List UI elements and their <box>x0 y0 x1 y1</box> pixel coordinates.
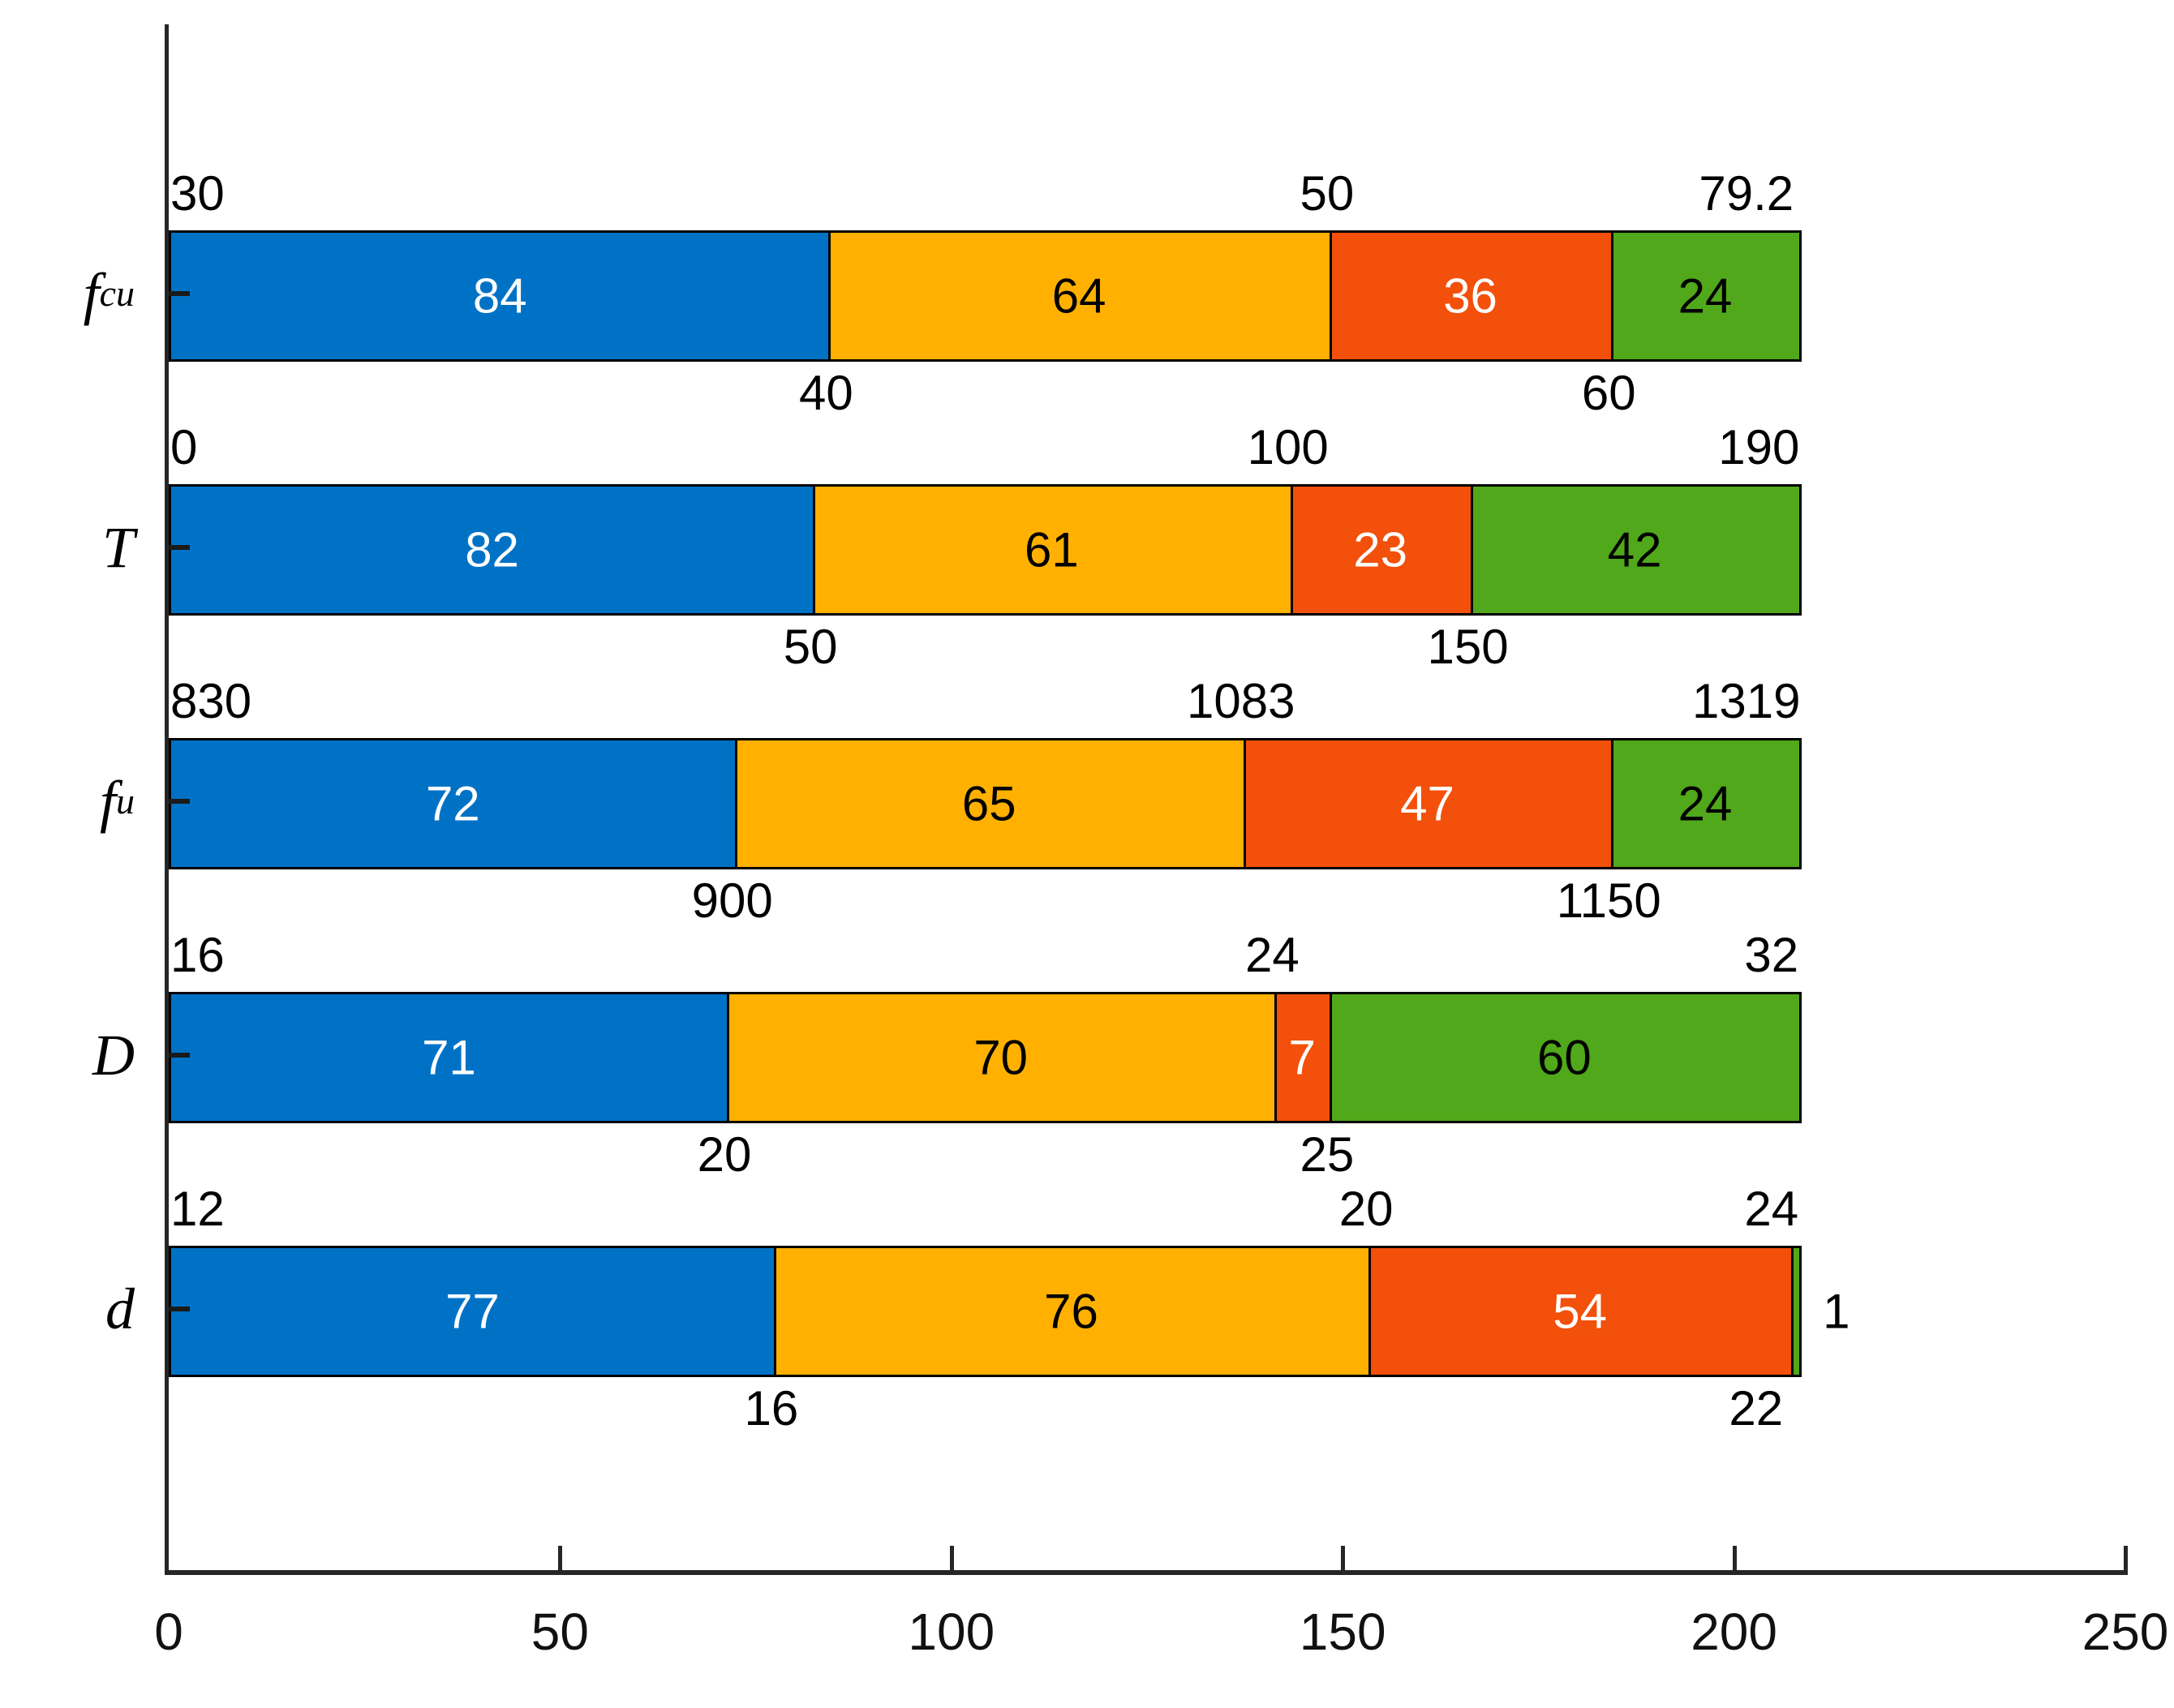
segment-value-label: 23 <box>1353 522 1407 577</box>
x-tick <box>2124 1546 2128 1570</box>
segment-value-label: 24 <box>1678 776 1733 831</box>
bar-segment <box>1274 994 1330 1121</box>
threshold-label: 100 <box>1247 420 1329 474</box>
y-tick-dash <box>169 1307 190 1311</box>
bar-segment <box>734 740 1244 867</box>
bar-segment <box>171 233 829 359</box>
bar-segment <box>171 487 814 613</box>
row-label: T <box>101 514 135 580</box>
threshold-label-max: 32 <box>1744 928 1799 982</box>
bar-row: 72 65 47 24 <box>169 738 1802 869</box>
threshold-label-min: 830 <box>170 674 252 728</box>
threshold-label: 150 <box>1427 620 1509 674</box>
threshold-label: 1150 <box>1556 873 1661 928</box>
x-tick-label: 50 <box>531 1603 589 1661</box>
segment-value-label: 42 <box>1607 522 1662 577</box>
bar-row: 77 76 54 1 <box>169 1246 1850 1377</box>
x-tick-label: 150 <box>1299 1603 1386 1661</box>
threshold-label: 900 <box>691 873 773 928</box>
y-axis <box>165 24 169 1575</box>
x-tick <box>1732 1546 1737 1570</box>
threshold-label-max: 24 <box>1744 1182 1799 1236</box>
threshold-label-max: 79.2 <box>1699 166 1794 221</box>
bar-segment <box>1290 487 1471 613</box>
segment-value-label: 71 <box>422 1030 476 1085</box>
bar-segment <box>828 233 1330 359</box>
y-tick-dash <box>169 799 190 804</box>
segment-value-label: 76 <box>1044 1284 1098 1339</box>
x-tick <box>1341 1546 1346 1570</box>
x-tick <box>558 1546 563 1570</box>
threshold-label: 22 <box>1729 1381 1784 1435</box>
threshold-label-max: 1319 <box>1692 674 1801 728</box>
row-label: d <box>105 1276 135 1341</box>
bar-segment <box>1611 740 1799 867</box>
segment-value-label: 65 <box>961 776 1016 831</box>
bar-segment <box>171 1248 774 1375</box>
x-tick-label: 0 <box>154 1603 183 1661</box>
segment-value-label: 47 <box>1400 776 1454 831</box>
bar-segment <box>773 1248 1369 1375</box>
row-label: D <box>92 1022 135 1088</box>
threshold-label: 50 <box>783 620 838 674</box>
threshold-label-min: 16 <box>170 928 225 982</box>
bar-segment <box>171 740 735 867</box>
threshold-label: 60 <box>1581 366 1636 420</box>
y-tick-dash <box>169 545 190 550</box>
bar-segment <box>1791 1248 1799 1375</box>
threshold-label: 20 <box>697 1127 752 1182</box>
y-tick-dash <box>169 291 190 296</box>
threshold-label: 20 <box>1338 1182 1394 1236</box>
x-tick-label: 200 <box>1691 1603 1777 1661</box>
segment-value-label: 24 <box>1678 268 1733 324</box>
x-tick <box>949 1546 954 1570</box>
row-label: f cu <box>83 260 135 326</box>
x-tick-label: 250 <box>2082 1603 2169 1661</box>
bar-segment <box>1329 994 1799 1121</box>
threshold-label: 25 <box>1300 1127 1355 1182</box>
segment-value-label: 84 <box>472 268 527 324</box>
segment-value-label: 77 <box>445 1284 500 1339</box>
segment-value-label: 64 <box>1051 268 1106 324</box>
segment-value-label: 36 <box>1443 268 1497 324</box>
threshold-label-min: 0 <box>170 420 198 474</box>
bar-row: 71 70 7 60 <box>169 992 1802 1123</box>
segment-value-label: 70 <box>973 1030 1029 1085</box>
bar-segment <box>171 994 727 1121</box>
segment-value-label: 60 <box>1536 1030 1592 1085</box>
bar-segment <box>1243 740 1612 867</box>
segment-value-label: 61 <box>1025 522 1079 577</box>
segment-value-label: 1 <box>1823 1284 1850 1339</box>
threshold-label-min: 12 <box>170 1182 225 1236</box>
segment-value-label: 72 <box>425 776 480 831</box>
threshold-label-max: 190 <box>1718 420 1800 474</box>
x-tick-label: 100 <box>908 1603 995 1661</box>
bar-segment <box>727 994 1275 1121</box>
bar-row: 82 61 23 42 <box>169 484 1802 616</box>
threshold-label: 40 <box>799 366 853 420</box>
bar-row: 84 64 36 24 <box>169 230 1802 362</box>
segment-value-label: 54 <box>1553 1284 1607 1339</box>
bar-segment <box>1611 233 1799 359</box>
bar-segment <box>1470 487 1799 613</box>
threshold-label: 50 <box>1300 166 1355 221</box>
threshold-label: 16 <box>744 1381 799 1435</box>
segment-value-label: 7 <box>1288 1030 1316 1085</box>
y-tick-dash <box>169 1053 190 1058</box>
bar-segment <box>1329 233 1612 359</box>
segment-value-label: 82 <box>465 522 519 577</box>
threshold-label: 1083 <box>1187 674 1295 728</box>
bar-segment <box>1368 1248 1792 1375</box>
threshold-label: 24 <box>1244 928 1300 982</box>
bar-segment <box>813 487 1291 613</box>
threshold-label-min: 30 <box>170 166 225 221</box>
x-axis <box>165 1570 2128 1575</box>
